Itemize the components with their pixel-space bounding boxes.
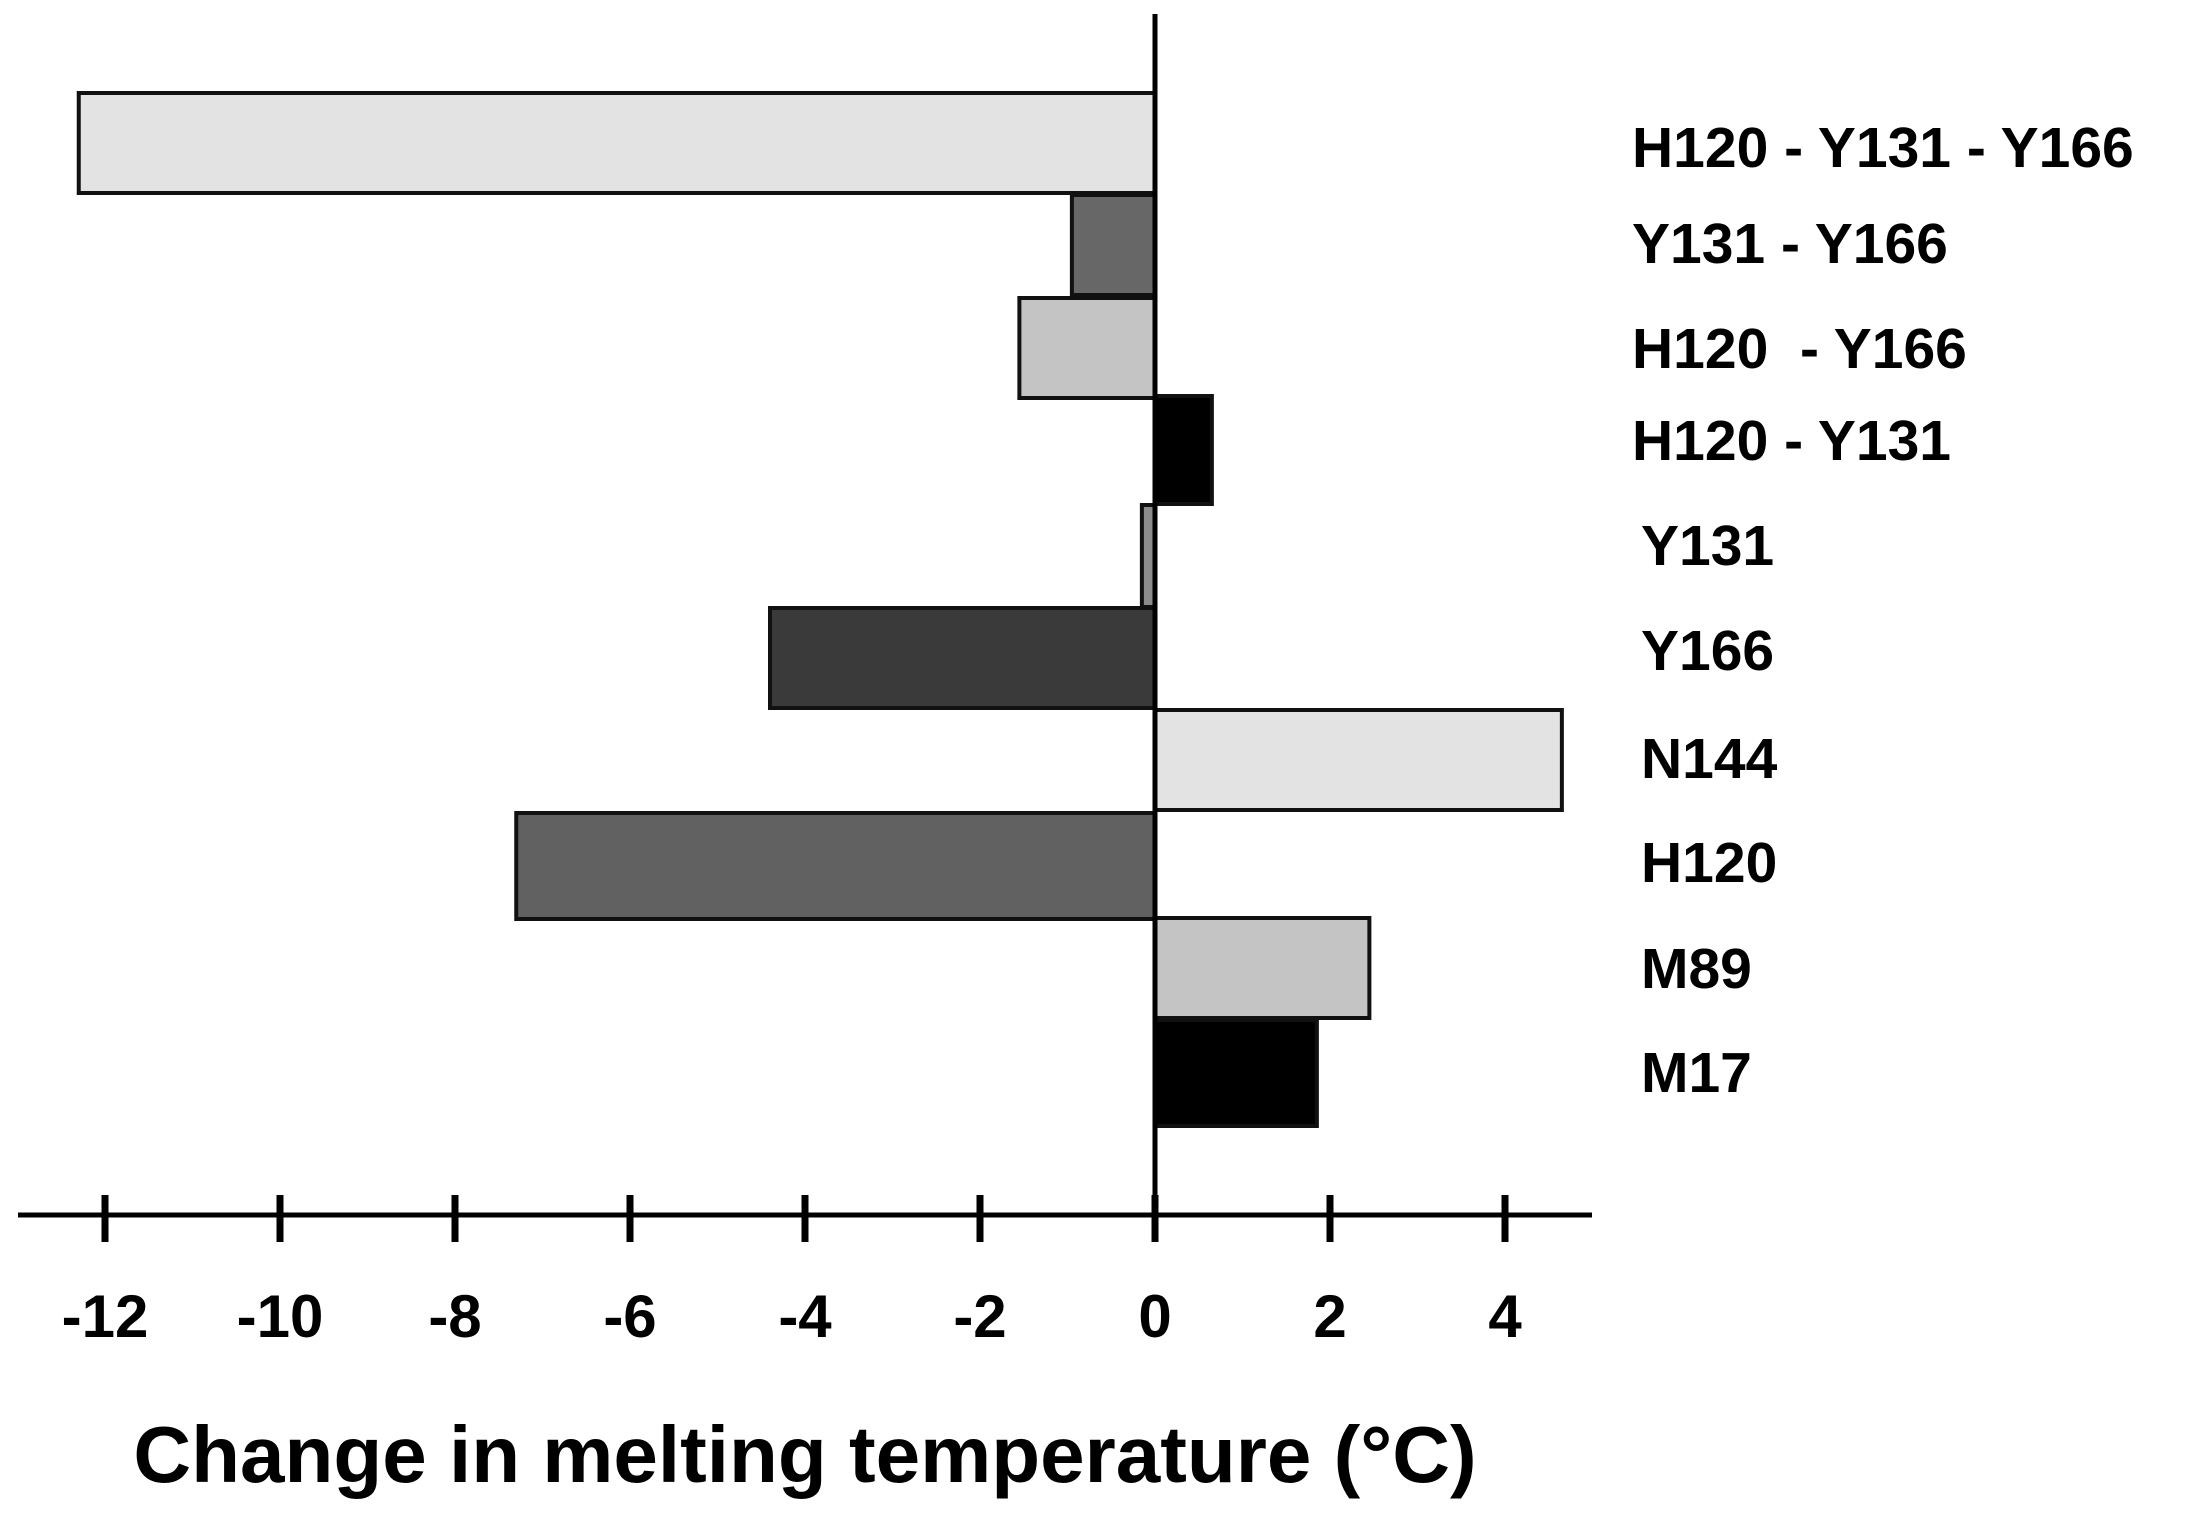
bar-8 [514,811,1157,921]
bar-2 [1069,193,1157,297]
category-label: H120 - Y131 [1632,409,1951,473]
axes-layer: -12 -10 -8 -6 -4 -2 0 2 4 [18,14,1592,1350]
bars-layer [76,91,1564,1128]
category-label: M89 [1641,937,1752,1001]
bar-10 [1153,1018,1319,1128]
x-tick-label: 4 [1488,1283,1522,1350]
bar-6 [768,606,1157,710]
x-axis-title: Change in melting temperature (°C) [133,1410,1476,1499]
x-tick-label: -8 [428,1283,481,1350]
x-tick-label: -4 [778,1283,832,1350]
x-tick-label: 0 [1138,1283,1171,1350]
category-label: Y166 [1641,619,1774,683]
x-tick-label: -10 [237,1283,324,1350]
bar-9 [1153,916,1372,1020]
bar-1 [76,91,1157,195]
labels-layer: H120 - Y131 - Y166 Y131 - Y166 H120 - Y166… [1632,116,2134,1105]
category-label: H120 [1641,831,1777,895]
bar-7 [1153,708,1564,812]
category-label: M17 [1641,1041,1752,1105]
bar-3 [1017,296,1157,400]
x-tick-label: -2 [953,1283,1006,1350]
category-label: H120 - Y166 [1632,317,1967,381]
category-label: H120 - Y131 - Y166 [1632,116,2134,180]
category-label: Y131 - Y166 [1632,212,1948,276]
x-tick-label: -12 [62,1283,149,1350]
bar-4 [1153,394,1214,506]
x-tick-label: -6 [603,1283,656,1350]
category-label: Y131 [1641,514,1774,578]
category-label: N144 [1641,727,1778,791]
x-tick-label: 2 [1313,1283,1346,1350]
